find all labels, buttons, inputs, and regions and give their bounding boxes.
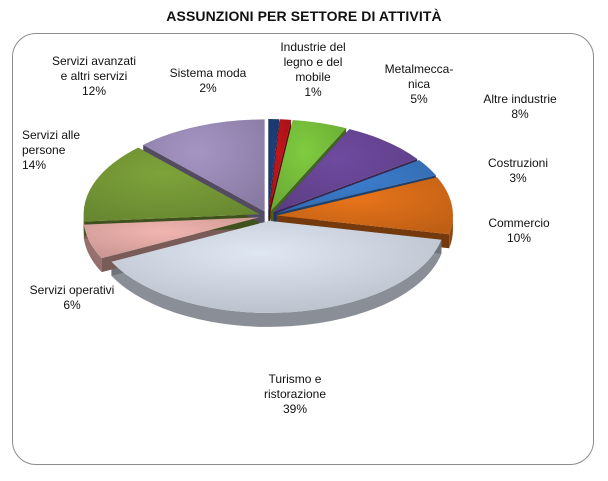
slice-label: Altre industrie 8% — [470, 92, 570, 122]
pie-slice — [83, 217, 260, 259]
slice-label: Commercio 10% — [479, 216, 559, 246]
slice-label-name: Servizi operativi — [29, 283, 115, 297]
slice-label-value: 10% — [506, 231, 532, 245]
pie-slice — [83, 147, 260, 222]
slice-label-value: 39% — [282, 402, 308, 416]
slice-label: Servizi avanzati e altri servizi 12% — [39, 54, 149, 99]
slice-label: Costruzioni 3% — [478, 156, 558, 186]
pie-slice — [273, 129, 418, 213]
pie-slice — [143, 119, 265, 212]
pie-slice-side — [83, 224, 102, 273]
slice-label-name: Commercio — [488, 216, 550, 230]
slice-label-value: 3% — [509, 171, 527, 185]
slice-label: Servizi operativi 6% — [17, 283, 127, 313]
slice-label-value: 12% — [81, 84, 107, 98]
slice-label-value: 2% — [199, 81, 217, 95]
slice-label-name: ristorazione — [263, 387, 327, 401]
slice-label-name: Servizi avanzati — [51, 54, 137, 68]
slice-label-name: nica — [407, 77, 430, 91]
pie-slice — [275, 160, 436, 214]
pie-slice-side — [449, 215, 453, 249]
slice-label-name: Altre industrie — [483, 92, 557, 106]
slice-label: Metalmecca-nica 5% — [374, 62, 464, 107]
pie-slice — [270, 119, 347, 212]
slice-label: Industrie del legno e del mobile 1% — [263, 40, 363, 100]
slice-label-value: 5% — [410, 92, 428, 106]
slice-label-value: 1% — [304, 85, 322, 99]
slice-label-value: 8% — [511, 107, 529, 121]
pie-slice — [111, 220, 442, 313]
slice-label: Sistema moda 2% — [158, 66, 258, 96]
slice-label-name: Servizi alle — [22, 128, 81, 142]
pie-slice-side — [83, 214, 85, 236]
slice-label-name: Industrie del — [280, 40, 346, 54]
pie-slice — [276, 177, 453, 235]
chart-title: ASSUNZIONI PER SETTORE DI ATTIVITÀ — [166, 8, 442, 24]
slice-label-name: legno e del — [283, 55, 343, 69]
slice-label: Servizi alle persone 14% — [22, 128, 80, 173]
slice-label: Turismo e ristorazione 39% — [245, 372, 345, 417]
slice-label-name: mobile — [295, 70, 331, 84]
slice-label-name: e altri servizi — [60, 69, 128, 83]
slice-label-name: persone — [22, 143, 66, 157]
pie-slice-side — [111, 239, 442, 327]
slice-label-name: Turismo e — [268, 372, 322, 386]
pie-slice — [268, 119, 292, 212]
slice-label-name: Metalmecca- — [384, 62, 454, 76]
slice-label-name: Costruzioni — [487, 156, 549, 170]
slice-label-name: Sistema moda — [169, 66, 247, 80]
slice-label-value: 14% — [22, 158, 47, 172]
pie-slice — [268, 119, 280, 212]
slice-label-value: 6% — [63, 298, 81, 312]
